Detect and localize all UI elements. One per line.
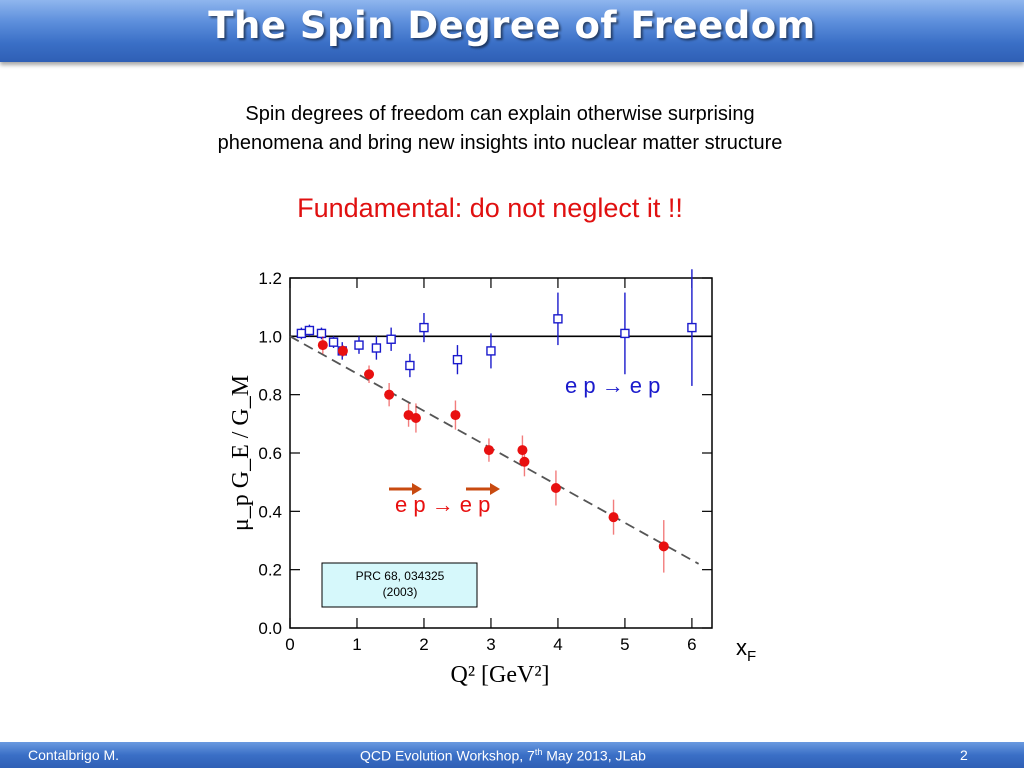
- series-0-point-10: [452, 354, 463, 365]
- x-axis-label: Q² [GeV²]: [450, 662, 549, 688]
- footer-event-pre: QCD Evolution Workshop, 7: [360, 747, 535, 764]
- reference-line-2: (2003): [383, 585, 418, 599]
- series-1-point-10: [550, 483, 561, 493]
- red-series-label: e p → e p: [395, 492, 490, 517]
- series-1-point-6: [450, 410, 461, 421]
- series-0-point-5: [354, 340, 364, 350]
- y-tick-label-5: 1.0: [258, 327, 282, 346]
- y-tick-label-3: 0.6: [258, 444, 282, 463]
- series-0-point-12: [553, 314, 563, 324]
- intro-text: Spin degrees of freedom can explain othe…: [0, 100, 1000, 158]
- series-1-point-7: [483, 445, 494, 456]
- series-0-point-14: [687, 322, 697, 333]
- xf-sub: F: [747, 648, 756, 665]
- series-1-point-12: [658, 541, 669, 552]
- reference-line-1: PRC 68, 034325: [356, 569, 445, 583]
- series-0-point-11: [486, 346, 496, 356]
- xf-main: x: [736, 635, 747, 660]
- series-1-point-2: [364, 369, 375, 380]
- series-0-point-8: [405, 360, 415, 371]
- series-0-point-0: [296, 328, 307, 339]
- footer-author: Contalbrigo M.: [28, 747, 120, 763]
- footer-event-post: May 2013, JLab: [542, 747, 646, 764]
- series-0-point-7: [386, 334, 396, 344]
- y-tick-label-0: 0.0: [258, 619, 282, 638]
- polarization-arrow-right: [466, 483, 500, 495]
- x-tick-label-6: 6: [687, 635, 696, 654]
- series-0-point-9: [419, 322, 429, 333]
- y-tick-label-1: 0.2: [258, 561, 282, 580]
- blue-series-label: e p → e p: [565, 373, 660, 398]
- series-0-point-13: [620, 328, 630, 339]
- x-tick-label-4: 4: [553, 635, 562, 654]
- series-1-point-9: [519, 456, 530, 467]
- fit-line: [289, 335, 700, 565]
- intro-line-2: phenomena and bring new insights into nu…: [217, 132, 783, 154]
- title-bar: The Spin Degree of Freedom: [0, 0, 1024, 62]
- series-0-point-1: [304, 325, 315, 336]
- x-tick-label-2: 2: [419, 635, 428, 654]
- xf-label: xF: [736, 635, 756, 665]
- emphasis-text: Fundamental: do not neglect it !!: [297, 193, 683, 223]
- x-tick-label-1: 1: [352, 635, 361, 654]
- slide-title: The Spin Degree of Freedom: [208, 4, 816, 47]
- series-1-point-1: [337, 345, 348, 356]
- reference-text: PRC 68, 034325 (2003): [356, 569, 445, 599]
- series-0-point-6: [371, 343, 382, 353]
- footer-bar: Contalbrigo M. QCD Evolution Workshop, 7…: [0, 742, 1024, 768]
- footer-event: QCD Evolution Workshop, 7th May 2013, JL…: [360, 747, 720, 764]
- x-tick-label-3: 3: [486, 635, 495, 654]
- footer-page-number: 2: [960, 747, 968, 763]
- y-tick-label-4: 0.8: [258, 386, 282, 405]
- footer-event-sup: th: [534, 747, 543, 757]
- intro-line-1: Spin degrees of freedom can explain othe…: [245, 103, 755, 125]
- series-1-point-3: [384, 389, 395, 400]
- reference-box: [321, 562, 478, 608]
- series-1-point-8: [517, 445, 528, 456]
- polarization-arrow-left: [389, 483, 422, 495]
- y-tick-label-2: 0.4: [258, 502, 282, 521]
- series-1-point-5: [410, 413, 421, 423]
- x-tick-label-5: 5: [620, 635, 629, 654]
- series-1-point-0: [317, 340, 328, 351]
- y-tick-label-6: 1.2: [258, 269, 282, 288]
- series-0-point-3: [328, 337, 339, 347]
- series-1-point-11: [608, 512, 619, 523]
- x-tick-label-0: 0: [285, 635, 294, 654]
- y-axis-label: μ_p G_E / G_M: [228, 375, 254, 531]
- series-0-point-2: [316, 328, 327, 339]
